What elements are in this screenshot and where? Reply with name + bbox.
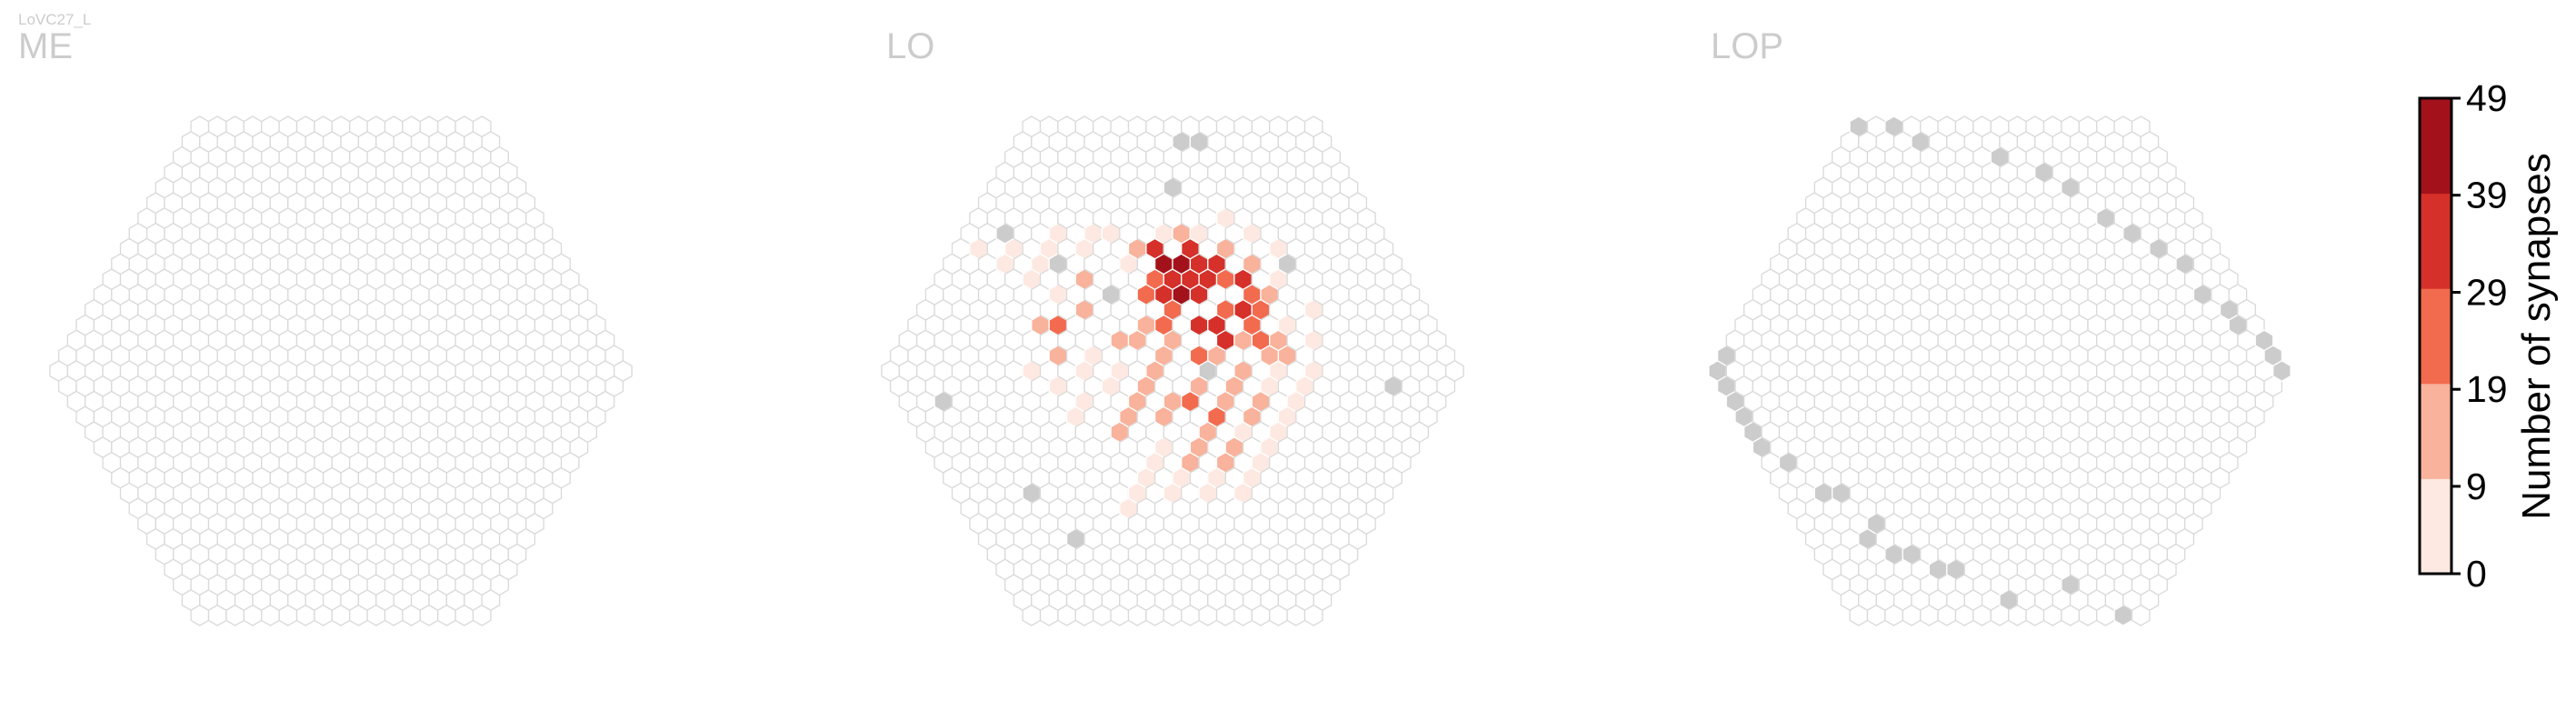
colorbar-tick-label: 9: [2466, 466, 2487, 507]
colorbar-tick-label: 0: [2466, 553, 2487, 595]
panel-lo: LO: [881, 26, 1464, 626]
panel-title-lo: LO: [886, 26, 934, 66]
colorbar-bins: [2420, 98, 2451, 575]
colorbar-tick-label: 49: [2466, 77, 2508, 119]
colorbar-bin: [2420, 193, 2451, 289]
hex-grid-lo: [881, 115, 1464, 626]
panel-me: ME: [18, 26, 633, 626]
hex-column: [614, 360, 633, 382]
panel-title-lop: LOP: [1711, 26, 1783, 66]
colorbar-tick-label: 39: [2466, 175, 2508, 216]
colorbar-tick-label: 29: [2466, 272, 2508, 314]
hex-column: [1445, 360, 1464, 382]
colorbar-bin: [2420, 288, 2451, 385]
colorbar-bin: [2420, 98, 2451, 195]
colorbar: 0 9 19 29 39 49 Number of synapses: [2418, 77, 2559, 595]
colorbar-label: Number of synapses: [2514, 153, 2559, 520]
colorbar-tick-label: 19: [2466, 368, 2508, 410]
colorbar-frame: [2418, 96, 2453, 576]
colorbar-bin: [2420, 478, 2451, 575]
cell-type-label: LoVC27_L: [18, 11, 91, 28]
hex-grid-me: [49, 115, 633, 626]
panel-lop: LOP: [1708, 26, 2291, 626]
panel-title-me: ME: [18, 26, 73, 66]
colorbar-bin: [2420, 383, 2451, 479]
colorbar-ticks: 0 9 19 29 39 49: [2451, 77, 2508, 595]
hex-column-occupied: [2272, 360, 2291, 382]
hex-grid-lop: [1708, 115, 2291, 626]
